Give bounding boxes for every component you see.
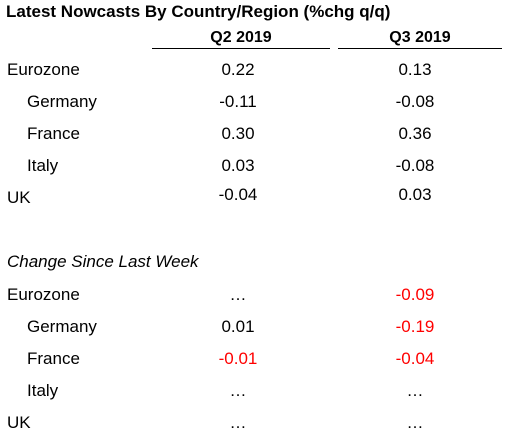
- value-q3: -0.08: [395, 92, 435, 111]
- row-label: Germany: [27, 317, 97, 336]
- change-row-germany: Germany 0.01 -0.19: [0, 315, 514, 339]
- change-row-italy: Italy … …: [0, 379, 514, 403]
- row-label: Italy: [27, 381, 59, 400]
- value-q3: …: [406, 381, 424, 400]
- column-header-q3: Q3 2019: [338, 29, 502, 49]
- change-row-france: France -0.01 -0.04: [0, 347, 514, 371]
- nowcast-row-eurozone: Eurozone 0.22 0.13: [0, 58, 514, 82]
- value-q2: -0.01: [218, 349, 258, 368]
- value-q3: 0.13: [398, 60, 432, 79]
- column-header-q2: Q2 2019: [152, 29, 330, 49]
- row-label: Italy: [27, 156, 59, 175]
- value-q3: -0.08: [395, 156, 435, 175]
- value-q3: 0.36: [398, 124, 432, 143]
- nowcast-row-italy: Italy 0.03 -0.08: [0, 154, 514, 178]
- nowcast-row-uk: UK -0.04 0.03: [0, 183, 514, 207]
- nowcast-row-france: France 0.30 0.36: [0, 122, 514, 146]
- value-q2: 0.30: [221, 124, 255, 143]
- value-q2: 0.01: [221, 317, 255, 336]
- value-q3: …: [406, 413, 424, 432]
- value-q2: -0.11: [219, 92, 257, 111]
- section-title-change: Change Since Last Week: [7, 252, 199, 271]
- value-q2: …: [229, 381, 247, 400]
- table-title: Latest Nowcasts By Country/Region (%chg …: [6, 2, 391, 21]
- value-q2: …: [229, 285, 247, 304]
- value-q2: 0.22: [221, 60, 255, 79]
- nowcast-row-germany: Germany -0.11 -0.08: [0, 90, 514, 114]
- row-label: Eurozone: [7, 285, 80, 304]
- value-q3: -0.09: [395, 285, 435, 304]
- row-label: UK: [7, 188, 31, 207]
- value-q3: -0.19: [395, 317, 435, 336]
- value-q3: -0.04: [395, 349, 435, 368]
- change-row-uk: UK … …: [0, 411, 514, 435]
- row-label: Eurozone: [7, 60, 80, 79]
- row-label: France: [27, 124, 80, 143]
- row-label: Germany: [27, 92, 97, 111]
- row-label: France: [27, 349, 80, 368]
- change-row-eurozone: Eurozone … -0.09: [0, 283, 514, 307]
- row-label: UK: [7, 413, 31, 432]
- value-q2: -0.04: [218, 185, 258, 204]
- value-q2: …: [229, 413, 247, 432]
- value-q3: 0.03: [398, 185, 432, 204]
- value-q2: 0.03: [221, 156, 255, 175]
